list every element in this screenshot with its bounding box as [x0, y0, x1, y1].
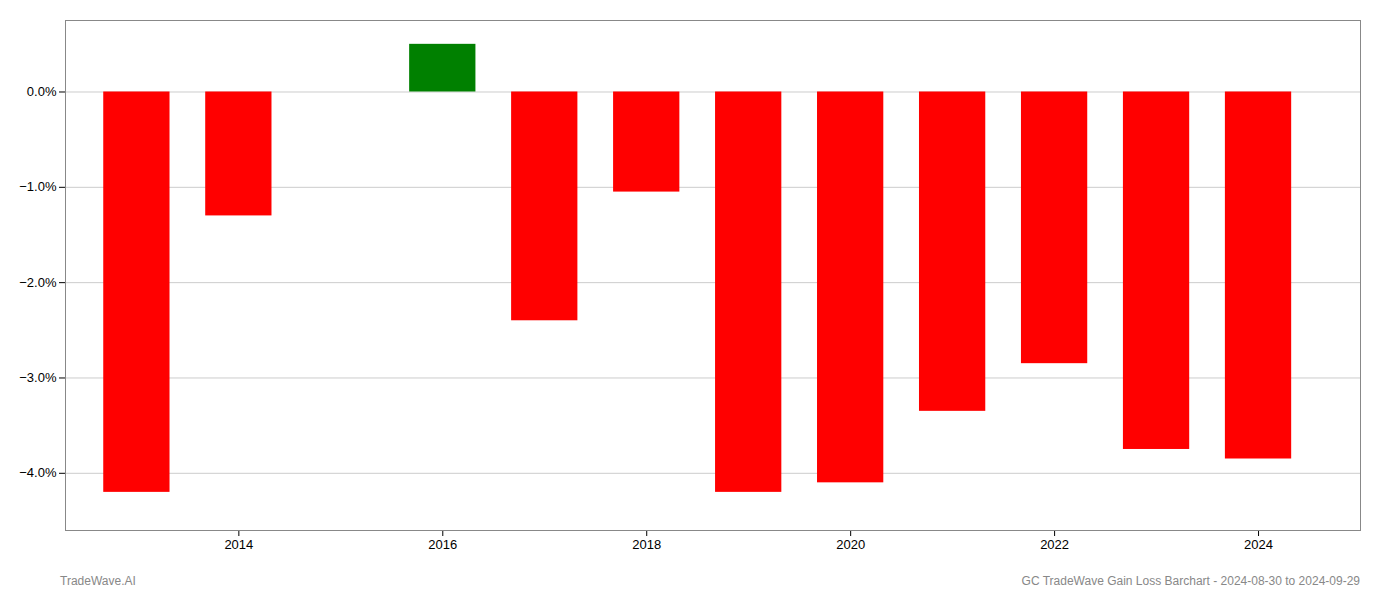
svg-text:−2.0%: −2.0%: [19, 275, 57, 290]
svg-text:2018: 2018: [632, 537, 661, 552]
html-text:GC TradeWave Gain Loss Barchar: GC TradeWave Gain Loss Barchart - 2024-0…: [1021, 574, 1360, 588]
svg-text:2024: 2024: [1244, 537, 1273, 552]
svg-text:2016: 2016: [428, 537, 457, 552]
svg-text:−3.0%: −3.0%: [19, 370, 57, 385]
svg-text:−4.0%: −4.0%: [19, 465, 57, 480]
svg-text:2020: 2020: [836, 537, 865, 552]
svg-text:0.0%: 0.0%: [27, 84, 57, 99]
html-text:TradeWave.AI: TradeWave.AI: [60, 574, 136, 588]
svg-text:−1.0%: −1.0%: [19, 179, 57, 194]
svg-text:2022: 2022: [1040, 537, 1069, 552]
svg-text:2014: 2014: [224, 537, 253, 552]
